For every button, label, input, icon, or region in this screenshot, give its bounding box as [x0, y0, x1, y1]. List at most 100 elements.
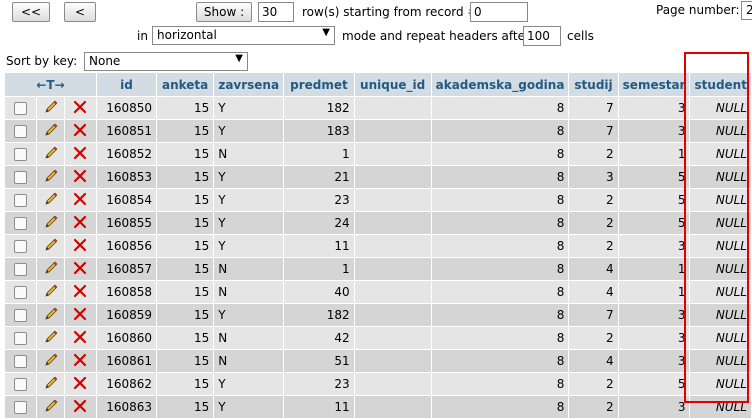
- row-select-checkbox[interactable]: [14, 378, 28, 391]
- row-select-checkbox[interactable]: [14, 240, 28, 253]
- delete-x-icon[interactable]: [73, 192, 87, 209]
- cell-student: NULL: [689, 165, 752, 189]
- pencil-icon[interactable]: [43, 123, 59, 141]
- rows-count-input[interactable]: [258, 2, 294, 22]
- pencil-icon[interactable]: [43, 169, 59, 187]
- repeat-headers-input[interactable]: [523, 26, 561, 46]
- delete-x-icon[interactable]: [73, 215, 87, 232]
- column-header-zavrsena[interactable]: zavrsena: [213, 73, 285, 97]
- delete-x-icon[interactable]: [73, 330, 87, 347]
- cell-anketa: 15: [156, 372, 215, 396]
- pencil-icon[interactable]: [43, 330, 59, 348]
- column-header-anketa[interactable]: anketa: [156, 73, 215, 97]
- row-select-checkbox[interactable]: [14, 102, 28, 115]
- cell-anketa: 15: [156, 211, 215, 235]
- table-row[interactable]: 160850 15 Y 182 8 7 3 NULL: [5, 96, 752, 120]
- column-header-student[interactable]: student: [689, 73, 752, 97]
- table-row[interactable]: 160854 15 Y 23 8 2 5 NULL: [5, 188, 752, 212]
- cell-semestar: 5: [618, 372, 691, 396]
- delete-x-icon[interactable]: [73, 169, 87, 186]
- delete-x-icon[interactable]: [73, 353, 87, 370]
- row-select-checkbox[interactable]: [14, 194, 28, 207]
- pencil-icon[interactable]: [43, 284, 59, 302]
- cell-unique-id: [354, 119, 432, 143]
- row-select-checkbox[interactable]: [14, 263, 28, 276]
- table-row[interactable]: 160856 15 Y 11 8 2 3 NULL: [5, 234, 752, 258]
- row-select-cell: [5, 349, 38, 373]
- table-row[interactable]: 160862 15 Y 23 8 2 5 NULL: [5, 372, 752, 396]
- delete-x-icon[interactable]: [73, 307, 87, 324]
- row-select-checkbox[interactable]: [14, 148, 28, 161]
- pencil-icon[interactable]: [43, 399, 59, 417]
- pencil-icon[interactable]: [43, 307, 59, 325]
- pencil-icon[interactable]: [43, 353, 59, 371]
- row-select-checkbox[interactable]: [14, 286, 28, 299]
- pencil-icon[interactable]: [43, 215, 59, 233]
- cell-predmet: 182: [283, 303, 355, 327]
- table-row[interactable]: 160860 15 N 42 8 2 3 NULL: [5, 326, 752, 350]
- row-select-checkbox[interactable]: [14, 309, 28, 322]
- cell-akademska-godina: 8: [431, 349, 570, 373]
- table-row[interactable]: 160855 15 Y 24 8 2 5 NULL: [5, 211, 752, 235]
- start-record-input[interactable]: [470, 2, 528, 22]
- column-header-id[interactable]: id: [96, 73, 158, 97]
- edit-cell: [36, 96, 65, 120]
- row-select-checkbox[interactable]: [14, 401, 28, 414]
- row-select-checkbox[interactable]: [14, 355, 28, 368]
- delete-x-icon[interactable]: [73, 123, 87, 140]
- row-select-checkbox[interactable]: [14, 332, 28, 345]
- table-row[interactable]: 160859 15 Y 182 8 7 3 NULL: [5, 303, 752, 327]
- row-select-checkbox[interactable]: [14, 171, 28, 184]
- table-row[interactable]: 160863 15 Y 11 8 2 3 NULL: [5, 395, 752, 419]
- pencil-icon[interactable]: [43, 261, 59, 279]
- pencil-icon[interactable]: [43, 192, 59, 210]
- delete-x-icon[interactable]: [73, 261, 87, 278]
- table-row[interactable]: 160861 15 N 51 8 4 3 NULL: [5, 349, 752, 373]
- column-header-studij[interactable]: studij: [568, 73, 619, 97]
- pencil-icon[interactable]: [43, 238, 59, 256]
- delete-x-icon[interactable]: [73, 399, 87, 416]
- cell-akademska-godina: 8: [431, 234, 570, 258]
- pencil-icon[interactable]: [43, 376, 59, 394]
- first-page-button[interactable]: <<: [12, 2, 50, 22]
- table-row[interactable]: 160858 15 N 40 8 4 1 NULL: [5, 280, 752, 304]
- sort-key-select[interactable]: None ▼: [84, 52, 248, 71]
- cell-unique-id: [354, 395, 432, 419]
- row-select-checkbox[interactable]: [14, 125, 28, 138]
- delete-x-icon[interactable]: [73, 238, 87, 255]
- column-header-semestar[interactable]: semestar: [618, 73, 691, 97]
- rows-starting-label: row(s) starting from record #: [302, 5, 478, 19]
- cell-studij: 7: [568, 96, 619, 120]
- cell-student: NULL: [689, 119, 752, 143]
- show-button[interactable]: Show :: [196, 2, 252, 22]
- pencil-icon[interactable]: [43, 100, 59, 118]
- column-header-akademska-godina[interactable]: akademska_godina: [431, 73, 570, 97]
- results-table: ←T→ id anketa zavrsena predmet unique_id…: [5, 73, 752, 419]
- previous-page-button[interactable]: <: [64, 2, 96, 22]
- table-row[interactable]: 160851 15 Y 183 8 7 3 NULL: [5, 119, 752, 143]
- delete-x-icon[interactable]: [73, 284, 87, 301]
- row-select-checkbox[interactable]: [14, 217, 28, 230]
- column-header-unique-id[interactable]: unique_id: [354, 73, 432, 97]
- delete-cell: [64, 395, 98, 419]
- cell-akademska-godina: 8: [431, 96, 570, 120]
- cell-predmet: 183: [283, 119, 355, 143]
- cell-id: 160854: [96, 188, 158, 212]
- cell-zavrsena: N: [213, 257, 285, 281]
- table-row[interactable]: 160853 15 Y 21 8 3 5 NULL: [5, 165, 752, 189]
- cell-unique-id: [354, 188, 432, 212]
- cell-semestar: 3: [618, 326, 691, 350]
- row-select-cell: [5, 372, 38, 396]
- page-number-select[interactable]: 2: [741, 1, 752, 20]
- column-header-predmet[interactable]: predmet: [283, 73, 355, 97]
- delete-x-icon[interactable]: [73, 146, 87, 163]
- delete-x-icon[interactable]: [73, 376, 87, 393]
- cell-zavrsena: Y: [213, 234, 285, 258]
- table-row[interactable]: 160857 15 N 1 8 4 1 NULL: [5, 257, 752, 281]
- pencil-icon[interactable]: [43, 146, 59, 164]
- row-select-cell: [5, 142, 38, 166]
- cell-zavrsena: Y: [213, 211, 285, 235]
- display-mode-select[interactable]: horizontal ▼: [152, 26, 335, 45]
- table-row[interactable]: 160852 15 N 1 8 2 1 NULL: [5, 142, 752, 166]
- delete-x-icon[interactable]: [73, 100, 87, 117]
